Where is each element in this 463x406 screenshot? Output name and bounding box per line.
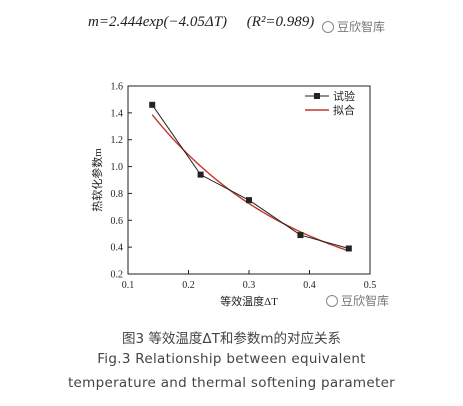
y-axis-label: 热软化参数m <box>90 148 104 212</box>
x-tick-label: 0.5 <box>364 280 377 291</box>
y-tick-label: 1.6 <box>111 82 124 93</box>
experiment-point <box>297 232 304 239</box>
legend-experiment-marker <box>314 93 320 99</box>
caption-english-line-2: temperature and thermal softening parame… <box>67 375 396 391</box>
watermark-bottom: 豆欣智库 <box>326 292 389 309</box>
x-tick-label: 0.3 <box>243 280 256 291</box>
experiment-line <box>151 104 349 249</box>
legend-fit-label: 拟合 <box>333 103 355 117</box>
experiment-point <box>149 101 156 108</box>
watermark-logo-icon <box>322 20 334 33</box>
formula-r-squared: (R²=0.989) <box>246 14 315 30</box>
chart: 0.1 0.2 0.3 0.4 0.50.20.40.60.81.01.21.41.6 … <box>90 82 377 309</box>
caption-chinese: 图3 等效温度ΔT和参数m的对应关系 <box>121 331 341 347</box>
y-tick-label: 0.2 <box>111 270 124 281</box>
caption-english-line-1: Fig.3 Relationship between equivalent <box>97 351 366 367</box>
y-tick-label: 0.6 <box>111 216 124 227</box>
y-tick-label: 1.0 <box>111 162 124 173</box>
formula-equation: m=2.444exp(−4.05ΔT) <box>88 14 228 30</box>
fit-curve <box>151 114 350 252</box>
watermark-text: 豆欣智库 <box>337 20 386 34</box>
watermark-top: 豆欣智库 <box>322 18 385 35</box>
fit-formula: m=2.444exp(−4.05ΔT) (R²=0.989) <box>88 14 314 31</box>
x-tick-label: 0.1 <box>122 280 135 291</box>
experiment-point <box>246 197 252 204</box>
legend-experiment-label: 试验 <box>333 89 355 103</box>
y-tick-label: 1.2 <box>111 135 124 146</box>
y-tick-label: 1.4 <box>111 108 124 119</box>
watermark-logo-icon <box>326 294 338 307</box>
experiment-point <box>197 171 204 178</box>
y-tick-label: 0.4 <box>111 243 124 254</box>
watermark-text: 豆欣智库 <box>341 294 390 308</box>
x-axis-label: 等效温度ΔT <box>220 294 278 308</box>
experiment-point <box>345 245 352 252</box>
x-tick-label: 0.4 <box>303 280 316 291</box>
x-tick-label: 0.2 <box>182 280 195 291</box>
y-tick-label: 0.8 <box>111 189 124 200</box>
